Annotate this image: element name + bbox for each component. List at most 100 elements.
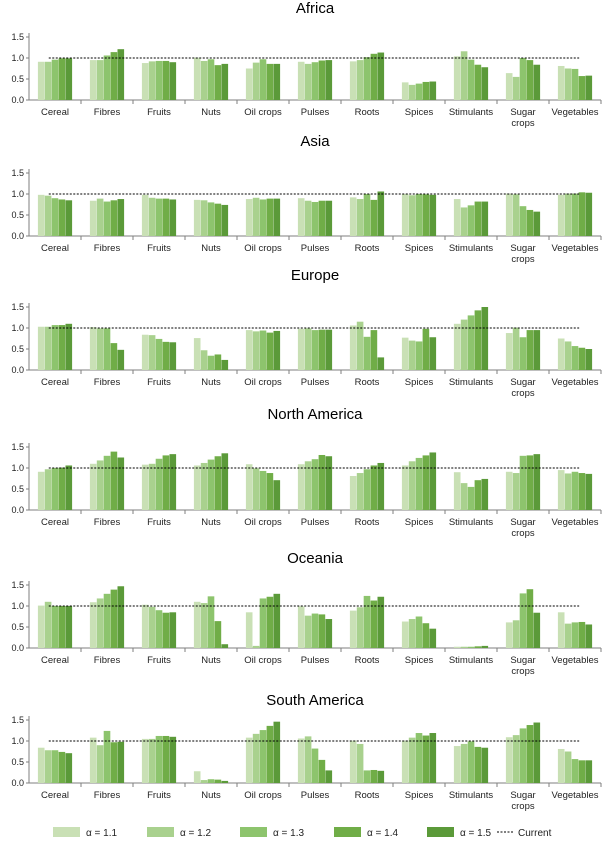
bar	[467, 59, 475, 100]
y-tick-label: 1.0	[11, 189, 24, 199]
bar	[564, 341, 572, 370]
y-tick-label: 1.0	[11, 601, 24, 611]
category-label: Pulses	[301, 517, 330, 528]
bar	[526, 209, 534, 236]
bar	[37, 471, 45, 510]
category-label: Fibres	[94, 790, 121, 801]
bar	[44, 61, 52, 100]
bar	[474, 646, 482, 648]
chart-title: Oceania	[287, 550, 344, 567]
bar	[252, 197, 260, 236]
bar	[526, 60, 534, 100]
bar	[467, 741, 475, 783]
bar	[505, 73, 513, 100]
bar	[519, 206, 527, 236]
bar	[415, 616, 423, 648]
bar	[297, 738, 305, 783]
bar	[557, 65, 565, 100]
bar	[325, 619, 333, 648]
legend-label-current: Current	[518, 828, 552, 839]
bar	[363, 595, 371, 648]
category-label: Vegetables	[551, 377, 598, 388]
bar	[585, 75, 593, 100]
bar	[557, 612, 565, 648]
bar	[51, 750, 59, 783]
bar	[401, 740, 409, 783]
bar	[148, 61, 156, 100]
bar	[377, 596, 385, 648]
bar	[193, 57, 201, 100]
bar	[356, 743, 364, 783]
y-tick-label: 0.5	[11, 74, 24, 84]
bar	[453, 472, 461, 510]
bar	[51, 606, 59, 648]
bar	[505, 737, 513, 783]
bar	[245, 68, 253, 100]
bar	[422, 735, 430, 783]
bar	[58, 751, 66, 783]
category-label: Cereal	[41, 377, 69, 388]
bar	[318, 759, 326, 783]
bar	[460, 646, 468, 648]
category-label: crops	[511, 118, 534, 129]
bar	[311, 748, 319, 783]
category-label: Pulses	[301, 655, 330, 666]
bar	[252, 62, 260, 100]
legend-swatch	[427, 827, 454, 837]
bar	[429, 733, 437, 783]
bar	[245, 330, 253, 370]
bar	[533, 612, 541, 648]
bar	[481, 201, 489, 236]
category-label: Sugar	[510, 517, 535, 528]
bar	[429, 452, 437, 510]
bar	[578, 473, 586, 510]
bar	[51, 468, 59, 510]
y-tick-label: 1.5	[11, 302, 24, 312]
bar	[363, 469, 371, 510]
bar	[422, 194, 430, 236]
bar	[571, 193, 579, 236]
bar	[474, 201, 482, 236]
bar	[349, 740, 357, 783]
bar	[169, 342, 177, 370]
bar	[58, 467, 66, 510]
bar	[370, 600, 378, 648]
bar	[467, 315, 475, 370]
bar	[311, 613, 319, 648]
category-label: Pulses	[301, 377, 330, 388]
bar	[193, 338, 201, 370]
bar	[460, 483, 468, 510]
bar	[460, 743, 468, 783]
bar	[505, 193, 513, 236]
bar	[460, 207, 468, 236]
category-label: Pulses	[301, 243, 330, 254]
bar	[585, 349, 593, 370]
y-tick-label: 1.0	[11, 323, 24, 333]
bar	[578, 192, 586, 236]
category-label: Roots	[355, 517, 380, 528]
bar	[259, 330, 267, 370]
bar	[429, 194, 437, 236]
bar	[304, 200, 312, 236]
category-label: Fibres	[94, 377, 121, 388]
bar	[370, 199, 378, 236]
bar	[200, 350, 208, 370]
category-label: Pulses	[301, 790, 330, 801]
bar	[103, 201, 111, 236]
bar	[578, 621, 586, 648]
bar	[58, 606, 66, 648]
bar	[474, 746, 482, 783]
legend-swatch	[240, 827, 267, 837]
category-label: Nuts	[201, 790, 221, 801]
category-label: Cereal	[41, 243, 69, 254]
bar	[89, 60, 97, 100]
bar	[259, 598, 267, 648]
bar	[349, 61, 357, 100]
bar	[148, 335, 156, 370]
bar	[519, 455, 527, 510]
bar	[155, 735, 163, 783]
bar	[297, 198, 305, 236]
bar	[325, 329, 333, 370]
legend-swatch	[147, 827, 174, 837]
